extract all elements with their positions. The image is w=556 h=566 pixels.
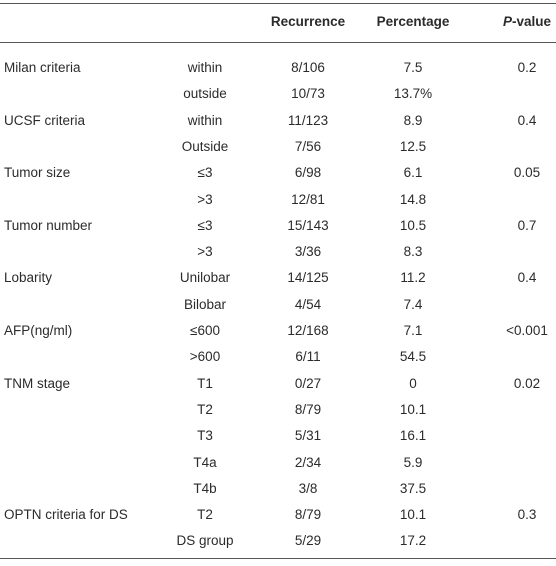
recurrence: 8/106 — [291, 60, 325, 75]
percentage: 16.1 — [399, 428, 427, 444]
subgroup: >3 — [197, 244, 213, 260]
recurrence: 5/31 — [294, 428, 322, 444]
percentage: 10.5 — [399, 217, 427, 233]
percentage: 10.1 — [399, 507, 427, 523]
group-label: Lobarity — [4, 270, 53, 286]
subgroup: T2 — [197, 507, 213, 523]
subgroup: ≤3 — [197, 165, 213, 181]
percentage: 13.7% — [393, 86, 433, 102]
recurrence: 14/125 — [287, 270, 329, 286]
group-label: UCSF criteria — [4, 112, 86, 128]
percentage: 7.1 — [403, 323, 423, 338]
recurrence: 7/56 — [294, 138, 322, 154]
p-value: 0.4 — [517, 112, 537, 128]
subgroup: >3 — [197, 191, 213, 207]
subgroup: Outside — [181, 138, 229, 154]
recurrence: 0/27 — [294, 375, 322, 391]
recurrence: 6/98 — [294, 165, 322, 181]
percentage: 17.2 — [399, 533, 427, 549]
subgroup: T2 — [197, 401, 213, 417]
p-value: 0.2 — [517, 60, 537, 75]
recurrence: 6/11 — [295, 349, 321, 365]
percentage: 8.3 — [403, 244, 423, 260]
subgroup: DS group — [176, 533, 234, 549]
percentage: 0 — [409, 375, 417, 391]
percentage: 6.1 — [403, 165, 423, 181]
percentage: 14.8 — [399, 191, 427, 207]
recurrence: 8/79 — [294, 507, 322, 523]
p-value: <0.001 — [506, 323, 548, 338]
recurrence: 3/8 — [298, 480, 318, 496]
recurrence: 2/34 — [294, 454, 322, 470]
group-label: Tumor size — [4, 165, 71, 181]
p-value: 0.3 — [517, 507, 537, 523]
recurrence: 15/143 — [287, 217, 329, 233]
subgroup: T3 — [197, 428, 213, 444]
recurrence: 12/81 — [291, 191, 325, 207]
header-rule — [0, 42, 556, 43]
subgroup: >600 — [189, 349, 221, 365]
group-label: OPTN criteria for DS — [4, 507, 128, 523]
p-value: 0.02 — [513, 375, 541, 391]
group-label: Tumor number — [4, 217, 93, 233]
recurrence: 10/73 — [291, 86, 325, 102]
percentage: 12.5 — [399, 138, 427, 154]
group-label: Milan criteria — [4, 60, 81, 75]
percentage: 10.1 — [399, 401, 427, 417]
recurrence: 3/36 — [294, 244, 322, 260]
header-cell: Recurrence — [270, 14, 346, 29]
subgroup: ≤3 — [197, 217, 213, 233]
p-value: 0.4 — [517, 270, 537, 286]
percentage: 54.5 — [399, 349, 427, 365]
subgroup: ≤600 — [190, 323, 220, 338]
subgroup: Unilobar — [179, 270, 231, 286]
percentage: 37.5 — [399, 480, 427, 496]
subgroup: within — [187, 112, 223, 128]
subgroup: outside — [183, 86, 227, 102]
subgroup: T4b — [193, 480, 217, 496]
recurrence: 12/168 — [287, 323, 329, 338]
header-cell: P-value — [503, 14, 551, 30]
top-rule — [0, 3, 556, 4]
header-italic: P — [502, 14, 512, 29]
subgroup: within — [187, 60, 223, 75]
header-text: -value — [511, 14, 552, 29]
percentage: 7.4 — [403, 296, 423, 312]
recurrence: 11/123 — [287, 112, 329, 128]
subgroup: Bilobar — [183, 296, 227, 312]
recurrence: 4/54 — [294, 296, 322, 312]
percentage: 5.9 — [403, 454, 423, 470]
recurrence: 5/29 — [294, 533, 322, 549]
group-label: AFP(ng/ml) — [4, 323, 73, 338]
subgroup: T1 — [197, 375, 213, 391]
p-value: 0.05 — [513, 165, 541, 181]
percentage: 11.2 — [400, 270, 426, 286]
recurrence: 8/79 — [294, 401, 322, 417]
group-label: TNM stage — [4, 375, 71, 391]
bottom-rule — [0, 558, 556, 559]
header-cell: Percentage — [376, 14, 450, 29]
subgroup: T4a — [193, 454, 217, 470]
percentage: 7.5 — [403, 60, 423, 75]
percentage: 8.9 — [403, 112, 423, 128]
p-value: 0.7 — [517, 217, 537, 233]
